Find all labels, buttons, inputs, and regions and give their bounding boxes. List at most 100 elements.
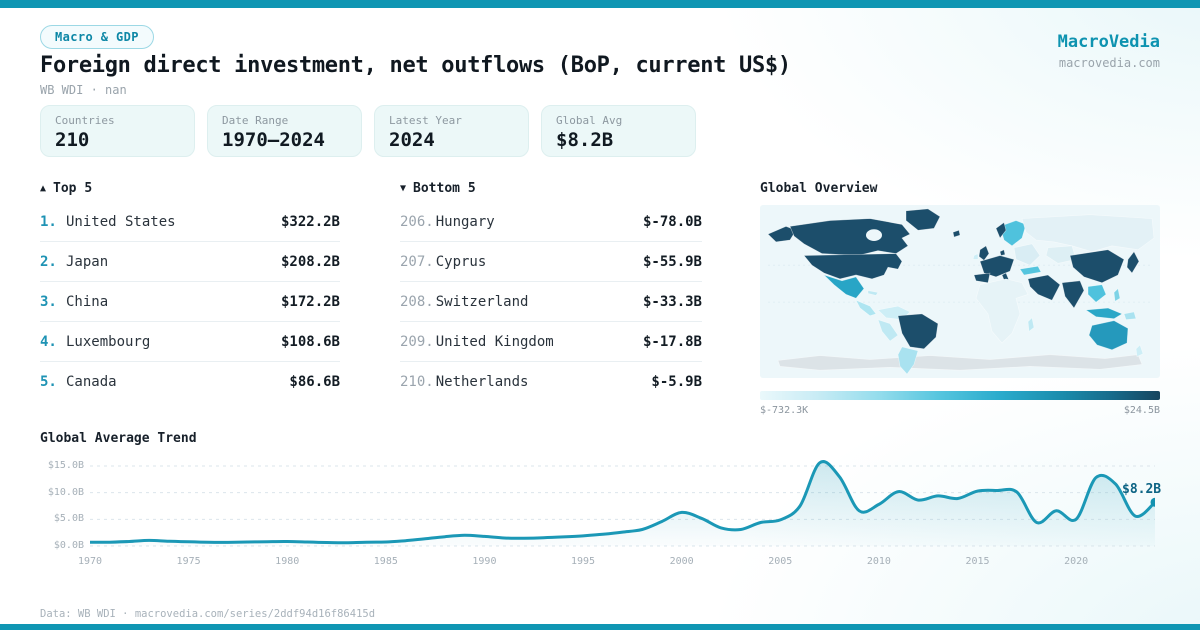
country-value: $-55.9B	[642, 253, 702, 270]
country-value: $208.2B	[280, 253, 340, 270]
rank: 4.	[40, 333, 57, 350]
stat-card-global-avg: Global Avg $8.2B	[541, 105, 696, 157]
rank: 206.	[400, 213, 434, 230]
trend-section: Global Average Trend $15.0B $10.0B $5.0B…	[40, 431, 1161, 591]
country-value: $-17.8B	[642, 333, 702, 350]
region-greenland	[905, 208, 941, 231]
list-item: 209. United Kingdom $-17.8B	[400, 322, 702, 362]
region-eastern-europe	[1013, 243, 1041, 266]
country-name: Luxembourg	[66, 333, 151, 350]
top5-header: ▲ Top 5	[40, 181, 340, 196]
stat-card-date-range: Date Range 1970—2024	[207, 105, 362, 157]
y-axis-tick: $0.0B	[53, 540, 84, 551]
region-new-guinea	[1123, 311, 1137, 320]
region-middle-east	[1027, 274, 1061, 301]
country-name: United Kingdom	[435, 333, 554, 350]
world-map	[760, 205, 1160, 382]
top5-title: Top 5	[53, 181, 93, 196]
stat-label: Countries	[55, 114, 115, 127]
x-axis-tick: 2000	[669, 556, 694, 567]
region-denmark	[999, 249, 1006, 256]
x-axis-tick: 1985	[373, 556, 398, 567]
y-axis-tick: $10.0B	[47, 486, 84, 498]
trend-plot: $15.0B $10.0B $5.0B $0.0B 1970 1975 1980	[40, 456, 1161, 591]
list-item: 3. China $172.2B	[40, 282, 340, 322]
x-axis-tick: 2005	[768, 556, 793, 567]
stat-value: 2024	[389, 129, 435, 151]
region-united-states	[803, 253, 903, 280]
list-item: 5. Canada $86.6B	[40, 362, 340, 402]
region-russia	[1021, 214, 1155, 252]
list-item: 2. Japan $208.2B	[40, 242, 340, 282]
stat-cards: Countries 210 Date Range 1970—2024 Lates…	[40, 105, 696, 157]
region-caribbean	[867, 290, 879, 296]
x-axis-tick: 1975	[176, 556, 201, 567]
stat-card-countries: Countries 210	[40, 105, 195, 157]
stat-label: Date Range	[222, 114, 289, 127]
x-axis-tick: 2015	[965, 556, 990, 567]
region-southeast-asia	[1087, 284, 1107, 303]
rank: 207.	[400, 253, 434, 270]
region-united-kingdom	[978, 245, 990, 261]
rank: 210.	[400, 374, 434, 390]
rank: 3.	[40, 293, 57, 310]
region-western-europe	[979, 255, 1015, 278]
top-accent-bar	[0, 0, 1200, 8]
triangle-up-icon: ▲	[40, 183, 47, 194]
x-axis-tick: 1970	[77, 556, 103, 567]
y-axis-tick: $5.0B	[53, 513, 84, 525]
country-name: Switzerland	[435, 293, 529, 310]
world-map-svg	[760, 205, 1160, 378]
region-indonesia	[1085, 307, 1123, 320]
country-value: $108.6B	[280, 333, 340, 350]
list-item: 1. United States $322.2B	[40, 202, 340, 242]
country-name: Japan	[66, 253, 109, 270]
legend-min: $-732.3K	[760, 405, 809, 416]
top5-list: 1. United States $322.2B 2. Japan $208.2…	[40, 202, 340, 402]
page-subtitle: WB WDI · nan	[40, 83, 127, 97]
page-title: Foreign direct investment, net outflows …	[40, 53, 791, 78]
footer-attribution: Data: WB WDI · macrovedia.com/series/2dd…	[40, 608, 376, 620]
x-axis-tick: 2010	[866, 556, 891, 567]
region-india	[1061, 280, 1085, 309]
x-axis-tick: 2020	[1064, 556, 1089, 567]
map-title: Global Overview	[760, 181, 878, 196]
rank: 2.	[40, 253, 57, 270]
country-name: Canada	[66, 374, 117, 390]
y-axis-tick: $15.0B	[47, 460, 84, 471]
region-alaska	[767, 226, 797, 243]
region-iceland	[952, 229, 961, 238]
stat-value: $8.2B	[556, 129, 614, 151]
list-item: 206. Hungary $-78.0B	[400, 202, 702, 242]
trend-svg	[88, 460, 1160, 547]
stat-value: 1970—2024	[222, 129, 325, 151]
rank: 1.	[40, 213, 57, 230]
bottom5-header: ▼ Bottom 5	[400, 181, 702, 196]
country-value: $86.6B	[289, 374, 340, 390]
stat-value: 210	[55, 129, 90, 151]
region-philippines	[1113, 287, 1121, 302]
bottom5-title: Bottom 5	[413, 181, 476, 196]
x-axis-tick: 1980	[275, 556, 300, 567]
region-turkey	[1019, 265, 1042, 276]
country-name: China	[66, 293, 109, 310]
stat-card-latest-year: Latest Year 2024	[374, 105, 529, 157]
country-value: $322.2B	[280, 213, 340, 230]
country-name: Netherlands	[435, 374, 529, 390]
region-brazil	[897, 313, 939, 350]
region-argentina	[897, 346, 919, 375]
global-overview-panel: Global Overview	[760, 181, 1160, 416]
top5-section: ▲ Top 5 1. United States $322.2B 2. Japa…	[40, 181, 340, 402]
region-mexico	[823, 274, 865, 299]
category-badge: Macro & GDP	[40, 25, 154, 49]
region-africa	[975, 278, 1029, 344]
region-china	[1069, 249, 1125, 284]
rank: 209.	[400, 333, 434, 350]
x-axis-tick: 1995	[571, 556, 596, 567]
region-canada	[789, 218, 911, 256]
country-name: Cyprus	[435, 253, 487, 270]
x-axis-tick: 1990	[472, 556, 497, 567]
choropleth-legend-labels: $-732.3K $24.5B	[760, 405, 1160, 416]
region-peru	[877, 319, 899, 342]
brand-block: MacroVedia macrovedia.com	[1058, 32, 1160, 70]
